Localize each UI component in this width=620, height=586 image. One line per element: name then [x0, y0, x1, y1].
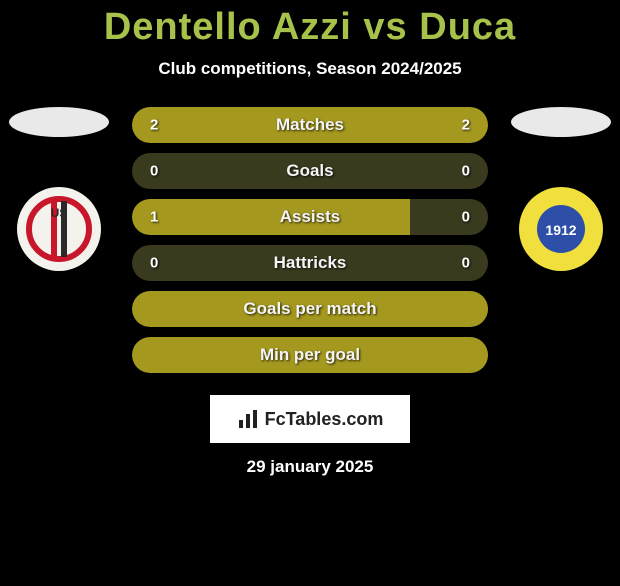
- stat-value-right: 0: [462, 163, 470, 180]
- stat-fill-left: [132, 199, 410, 235]
- stat-label: Assists: [280, 207, 340, 227]
- stat-value-left: 0: [150, 163, 158, 180]
- club-crest-right: 1912: [519, 187, 603, 271]
- player-left-placeholder: [9, 107, 109, 137]
- stat-value-left: 0: [150, 255, 158, 272]
- stat-row: Goals per match: [132, 291, 488, 327]
- stat-label: Matches: [276, 115, 344, 135]
- branding-icon: [237, 408, 259, 430]
- stat-value-left: 1: [150, 209, 158, 226]
- stat-label: Min per goal: [260, 345, 360, 365]
- stat-label: Goals: [286, 161, 333, 181]
- stat-value-right: 2: [462, 117, 470, 134]
- svg-text:US: US: [51, 206, 68, 220]
- stat-row: 2 2 Matches: [132, 107, 488, 143]
- stat-label: Goals per match: [243, 299, 376, 319]
- stat-label: Hattricks: [274, 253, 347, 273]
- stat-row: 0 0 Goals: [132, 153, 488, 189]
- svg-text:1912: 1912: [545, 222, 576, 238]
- branding-badge: FcTables.com: [210, 395, 410, 443]
- player-left-column: US: [4, 107, 114, 271]
- branding-text: FcTables.com: [265, 409, 384, 430]
- main-row: US 2 2 Matches 0 0 Goals 1 0 Assists 0 0 Hattricks G…: [0, 107, 620, 373]
- stat-value-right: 0: [462, 255, 470, 272]
- stat-value-right: 0: [462, 209, 470, 226]
- stat-row: 0 0 Hattricks: [132, 245, 488, 281]
- player-right-placeholder: [511, 107, 611, 137]
- stat-value-left: 2: [150, 117, 158, 134]
- stat-row: Min per goal: [132, 337, 488, 373]
- stat-row: 1 0 Assists: [132, 199, 488, 235]
- comparison-subtitle: Club competitions, Season 2024/2025: [0, 59, 620, 79]
- stats-column: 2 2 Matches 0 0 Goals 1 0 Assists 0 0 Hattricks Goal…: [114, 107, 506, 373]
- snapshot-date: 29 january 2025: [0, 457, 620, 477]
- player-right-column: 1912: [506, 107, 616, 271]
- comparison-title: Dentello Azzi vs Duca: [0, 6, 620, 49]
- club-crest-left: US: [17, 187, 101, 271]
